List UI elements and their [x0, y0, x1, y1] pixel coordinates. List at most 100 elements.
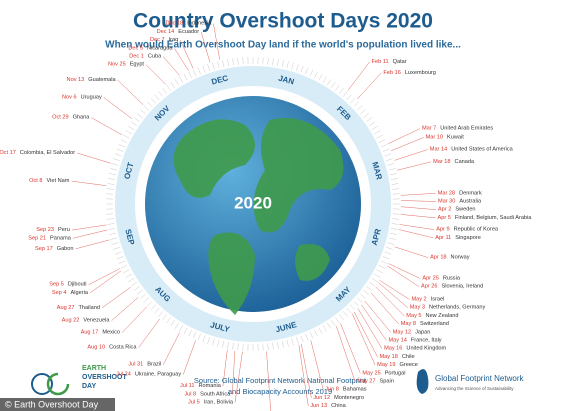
leader: [72, 229, 108, 239]
entry-country: Canada: [455, 159, 475, 165]
entry-date: Jul 5: [188, 400, 200, 406]
source: and Biocapacity Accounts 2019: [228, 387, 332, 396]
entry: Sep 4 Algeria: [52, 270, 122, 296]
tick: [346, 307, 352, 314]
entry: Feb 11 Qatar: [347, 60, 407, 91]
entry-date: Sep 5: [49, 282, 64, 288]
tick: [197, 333, 201, 341]
entry: Dec 7 Iraq: [150, 38, 194, 69]
entry: Apr 11 Singapore: [398, 229, 481, 241]
entry-country: Slovenia, Ireland: [442, 284, 484, 290]
entry-date: Apr 18: [430, 255, 446, 261]
tick: [314, 71, 318, 79]
tick: [108, 178, 116, 180]
tick: [150, 98, 156, 104]
entry-country: Thailand: [79, 305, 100, 311]
entry-label: Sep 21 Panama: [28, 236, 71, 242]
entry-date: May 5: [406, 313, 421, 319]
tick: [378, 139, 386, 143]
tick: [300, 65, 304, 73]
tick: [222, 60, 225, 68]
entry-date: May 27: [357, 379, 375, 385]
entry-country: Russia: [443, 276, 461, 282]
tick: [277, 59, 279, 67]
tick: [380, 260, 388, 265]
tick: [130, 121, 138, 126]
tick: [363, 289, 369, 295]
entry-country: China: [331, 404, 347, 410]
tick: [217, 339, 220, 347]
entry: Dec 5 Nicaragua: [128, 46, 189, 71]
entry: Sep 5 Djibouti: [49, 268, 120, 288]
entry-country: Spain: [380, 379, 394, 385]
entry-label: May 8 Switzerland: [401, 322, 449, 328]
entry: Nov 13 Guatemala: [67, 78, 144, 106]
entry-date: Dec 5: [128, 46, 143, 52]
tick: [387, 242, 395, 245]
entry-country: Algeria: [71, 290, 89, 296]
entry: Jul 8 South Africa: [184, 350, 236, 398]
entry: Dec 18 Indonesia: [165, 21, 221, 60]
continents: [173, 118, 344, 315]
tick: [166, 84, 171, 91]
leader: [89, 270, 122, 294]
entry-date: Dec 18: [165, 21, 183, 27]
entry-label: Mar 7 United Arab Emirates: [422, 126, 493, 132]
entry: Jun 8 Bahamas: [310, 340, 367, 393]
leader: [101, 286, 131, 309]
tick: [113, 158, 120, 161]
entry: Apr 26 Slovenia, Ireland: [387, 265, 484, 290]
tick: [346, 94, 352, 101]
tick: [106, 218, 114, 220]
leader: [388, 128, 421, 144]
entry-label: May 14 France, Italy: [388, 338, 441, 344]
entry-date: Aug 10: [87, 345, 105, 351]
entry: Mar 7 United Arab Emirates: [388, 126, 493, 144]
tick: [388, 237, 396, 240]
tick: [150, 304, 156, 310]
entry-date: Feb 16: [383, 70, 400, 76]
entry-country: Djibouti: [68, 282, 87, 288]
tick: [222, 340, 225, 348]
entry: Oct 17 Colombia, El Salvador: [0, 151, 111, 164]
entry-date: May 12: [393, 330, 411, 336]
leader: [298, 344, 309, 407]
tick: [207, 337, 210, 344]
tick: [371, 277, 378, 283]
tick: [170, 319, 175, 327]
entry-label: May 27 Spain: [357, 379, 394, 385]
entry-label: Oct 17 Colombia, El Salvador: [0, 151, 75, 157]
entry: Dec 14 Ecuador: [157, 29, 211, 63]
leader: [398, 229, 434, 239]
entry: Sep 23 Peru: [36, 224, 107, 234]
entry: Mar 28 Denmark: [400, 191, 482, 197]
entry: Apr 18 Norway: [394, 246, 470, 261]
entry: Jul 31 Brazil: [128, 332, 180, 368]
leader: [121, 306, 147, 333]
tick: [107, 183, 115, 185]
entry-country: New Zealand: [426, 313, 459, 319]
tick: [338, 88, 344, 94]
entry-label: Nov 6 Uruguay: [62, 95, 102, 101]
leader: [378, 282, 408, 308]
tick: [392, 218, 400, 220]
tick: [350, 304, 356, 310]
entry-date: Sep 4: [52, 290, 67, 296]
entry-country: Japan: [415, 330, 430, 336]
entry-label: May 19 Greece: [377, 363, 418, 369]
entry-label: May 18 Chile: [380, 354, 415, 360]
entry-date: Jul 24: [116, 372, 131, 378]
entry-date: Oct 29: [52, 115, 68, 121]
tick: [217, 61, 220, 69]
entry-date: Apr 9: [436, 227, 449, 233]
tick: [174, 322, 180, 329]
entry: Aug 10 Costa Rica: [87, 318, 160, 351]
entry: May 12 Japan: [364, 300, 430, 336]
month-label: SEP: [123, 228, 136, 246]
logo-icon: [31, 373, 53, 395]
leader: [394, 149, 428, 161]
tick: [296, 337, 299, 344]
tick: [335, 84, 340, 91]
tick: [390, 178, 398, 180]
tick: [212, 338, 215, 346]
